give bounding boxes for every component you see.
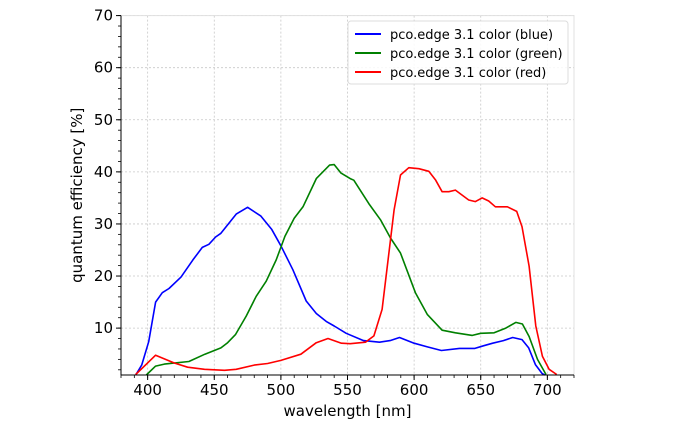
y-axis-label: quantum efficiency [%] [68,108,86,283]
x-tick-label: 400 [133,381,162,399]
y-tick-label: 50 [94,111,113,129]
series-lines [135,163,558,376]
y-tick-label: 70 [94,7,113,25]
x-tick-label: 450 [200,381,229,399]
y-tick-label: 10 [94,319,113,337]
x-tick-label: 600 [400,381,429,399]
legend-box [347,20,569,85]
legend-entry: pco.edge 3.1 color (blue) [390,28,553,43]
series-line-red [135,166,558,376]
axes: 400 450 500 550 600 650 700 10 20 30 40 50 60 70 [94,7,575,399]
x-tick-label: 550 [333,381,362,399]
series-line-green [145,163,547,376]
legend: pco.edge 3.1 color (blue) pco.edge 3.1 co… [347,20,569,85]
series-line-blue [135,206,546,376]
x-tick-label: 700 [533,381,562,399]
legend-entry: pco.edge 3.1 color (red) [390,66,546,81]
x-tick-label: 500 [267,381,296,399]
x-tick-label: 650 [466,381,495,399]
y-tick-label: 20 [94,267,113,285]
x-axis-label: wavelength [nm] [284,402,412,420]
y-tick-label: 30 [94,215,113,233]
y-tick-label: 40 [94,163,113,181]
legend-entry: pco.edge 3.1 color (green) [390,47,563,62]
y-tick-label: 60 [94,59,113,77]
